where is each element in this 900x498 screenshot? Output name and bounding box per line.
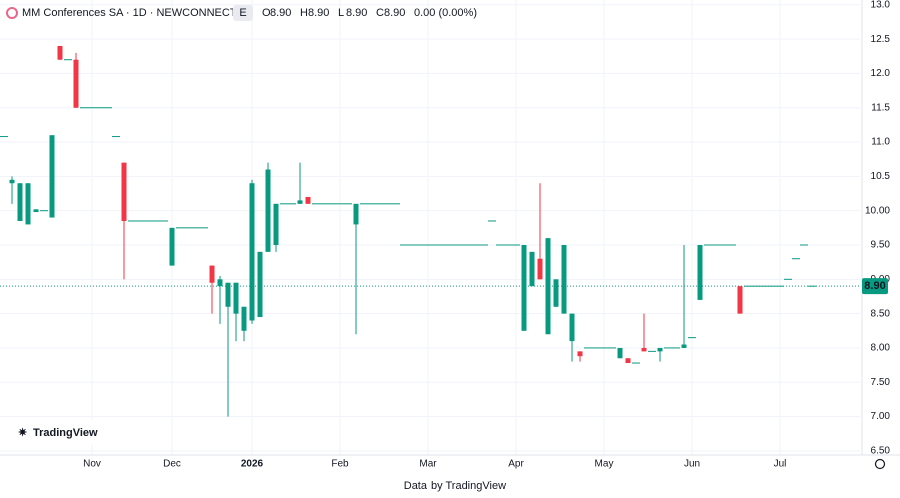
candle-body bbox=[273, 203, 279, 245]
candle-body bbox=[217, 279, 223, 287]
candle-body bbox=[553, 279, 559, 307]
y-tick-label: 6.50 bbox=[871, 446, 891, 457]
candle-body bbox=[537, 258, 543, 280]
y-tick-label: 8.50 bbox=[871, 308, 891, 319]
last-price-box bbox=[862, 278, 888, 295]
x-tick-label: Nov bbox=[83, 459, 101, 470]
x-tick-label: 2026 bbox=[241, 459, 264, 470]
candle-body bbox=[657, 347, 663, 352]
grid bbox=[0, 0, 860, 455]
x-tick-label: Feb bbox=[331, 459, 349, 470]
ohlc-letter: L bbox=[338, 7, 344, 19]
footer-text: by TradingView bbox=[431, 480, 506, 492]
candle-body bbox=[521, 245, 527, 331]
y-tick-label: 11.0 bbox=[871, 137, 890, 148]
candle-body bbox=[17, 183, 23, 221]
candle-body bbox=[233, 282, 239, 314]
settings-button[interactable] bbox=[874, 458, 886, 470]
candle-body bbox=[57, 45, 63, 60]
candle-body bbox=[225, 282, 231, 307]
candle-body bbox=[297, 200, 303, 204]
candle-body bbox=[681, 344, 687, 348]
candle-body bbox=[9, 179, 15, 184]
y-tick-label: 12.0 bbox=[871, 68, 891, 79]
candle-body bbox=[697, 245, 703, 300]
candle-body bbox=[529, 251, 535, 287]
last-price-label: 8.90 bbox=[864, 280, 885, 292]
y-tick-label: 11.5 bbox=[871, 102, 890, 113]
candle-body bbox=[545, 238, 551, 335]
candle-body bbox=[617, 347, 623, 359]
ohlc-value: 8.90 bbox=[308, 7, 329, 19]
y-tick-label: 10.5 bbox=[871, 171, 891, 182]
candle-body bbox=[25, 183, 31, 225]
x-tick-label: Dec bbox=[163, 459, 181, 470]
candle-body bbox=[561, 245, 567, 314]
candle-body bbox=[209, 265, 215, 283]
ohlc-value: 8.90 bbox=[384, 7, 405, 19]
candle-body bbox=[569, 313, 575, 342]
candle-body bbox=[169, 227, 175, 266]
footer-link[interactable]: Data bbox=[404, 480, 428, 492]
symbol-icon bbox=[6, 7, 18, 19]
candle-body bbox=[577, 351, 583, 357]
candle-body bbox=[305, 196, 311, 204]
watermark: TradingView bbox=[33, 427, 98, 439]
candle-body bbox=[121, 162, 127, 221]
candle-body bbox=[249, 183, 255, 321]
y-tick-label: 9.50 bbox=[871, 240, 891, 251]
y-tick-label: 10.00 bbox=[865, 205, 890, 216]
candle-body bbox=[265, 169, 271, 252]
chart-title: MM Conferences SA · 1D · NEWCONNECT bbox=[22, 7, 237, 19]
y-tick-label: 12.5 bbox=[871, 34, 891, 45]
x-tick-label: Mar bbox=[419, 459, 437, 470]
exchange-badge-bg bbox=[233, 5, 253, 21]
ohlc-value: 8.90 bbox=[270, 7, 291, 19]
x-tick-label: May bbox=[595, 459, 614, 470]
x-tick-label: Jul bbox=[774, 459, 787, 470]
ohlc-change: 0.00 (0.00%) bbox=[414, 7, 477, 19]
candle-body bbox=[737, 286, 743, 314]
y-tick-label: 13.0 bbox=[871, 0, 891, 10]
watermark-mark: ✷ bbox=[18, 427, 27, 439]
exchange-badge: E bbox=[239, 7, 246, 19]
ohlc-header: O 8.90 H 8.90 L 8.90 C 8.90 0.00 (0.00%) bbox=[262, 7, 477, 19]
y-tick-label: 7.50 bbox=[871, 377, 891, 388]
candle-body bbox=[33, 209, 39, 213]
ohlc-value: 8.90 bbox=[346, 7, 367, 19]
candle-body bbox=[641, 347, 647, 352]
candle-body bbox=[625, 358, 631, 364]
x-tick-label: Jun bbox=[684, 459, 700, 470]
candle-body bbox=[49, 135, 55, 218]
y-tick-label: 7.00 bbox=[871, 411, 891, 422]
x-tick-label: Apr bbox=[508, 459, 524, 470]
candle-body bbox=[353, 203, 359, 225]
candle-body bbox=[241, 306, 247, 331]
candle-body bbox=[257, 251, 263, 318]
ohlc-letter: C bbox=[376, 7, 384, 19]
candle-body bbox=[73, 59, 79, 108]
watermark-box bbox=[10, 420, 101, 445]
y-tick-label: 8.00 bbox=[871, 343, 891, 354]
ohlc-letter: H bbox=[300, 7, 308, 19]
ohlc-letter: O bbox=[262, 7, 271, 19]
